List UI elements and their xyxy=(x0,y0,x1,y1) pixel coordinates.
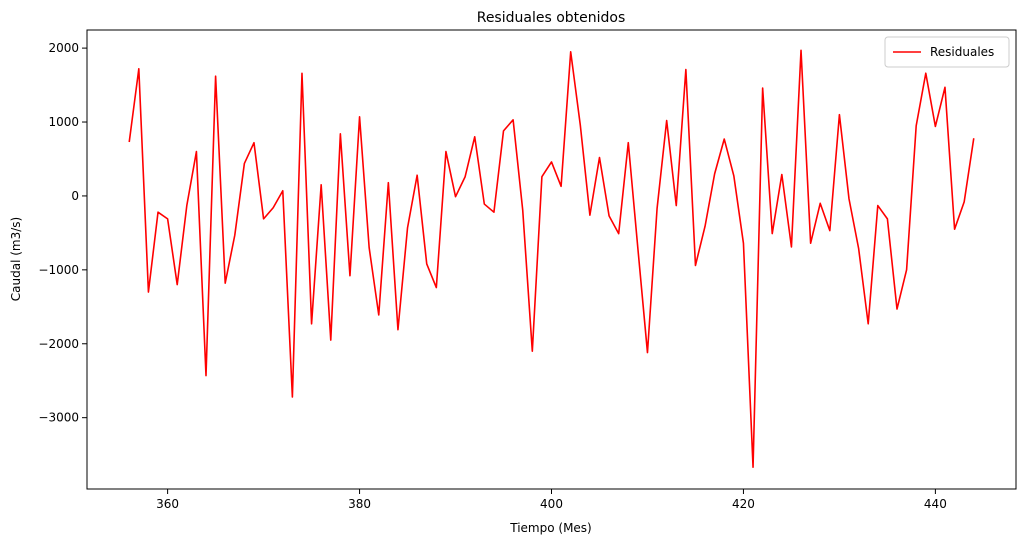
legend: Residuales xyxy=(884,36,1010,68)
series-layer xyxy=(128,49,975,469)
plot-frame xyxy=(86,29,1017,490)
y-axis-label: Caudal (m3/s) xyxy=(9,217,23,301)
x-tick-label: 380 xyxy=(348,497,371,511)
y-tick-label: 2000 xyxy=(48,41,79,55)
x-axis-ticks: 360 380 400 420 440 xyxy=(156,489,947,511)
x-tick-label: 360 xyxy=(156,497,179,511)
y-tick-label: 1000 xyxy=(48,115,79,129)
x-tick-label: 420 xyxy=(732,497,755,511)
series-line-residuales xyxy=(128,49,975,469)
y-tick-label: −3000 xyxy=(38,411,79,425)
legend-box xyxy=(884,36,1010,68)
legend-label-residuales: Residuales xyxy=(930,45,994,59)
x-axis-label: Tiempo (Mes) xyxy=(509,521,592,535)
y-axis-ticks: −3000 −2000 −1000 0 1000 2000 xyxy=(38,41,87,425)
y-tick-label: −1000 xyxy=(38,263,79,277)
y-tick-label: −2000 xyxy=(38,337,79,351)
y-tick-label: 0 xyxy=(71,189,79,203)
x-tick-label: 400 xyxy=(540,497,563,511)
chart-title: Residuales obtenidos xyxy=(477,10,626,26)
x-tick-label: 440 xyxy=(924,497,947,511)
